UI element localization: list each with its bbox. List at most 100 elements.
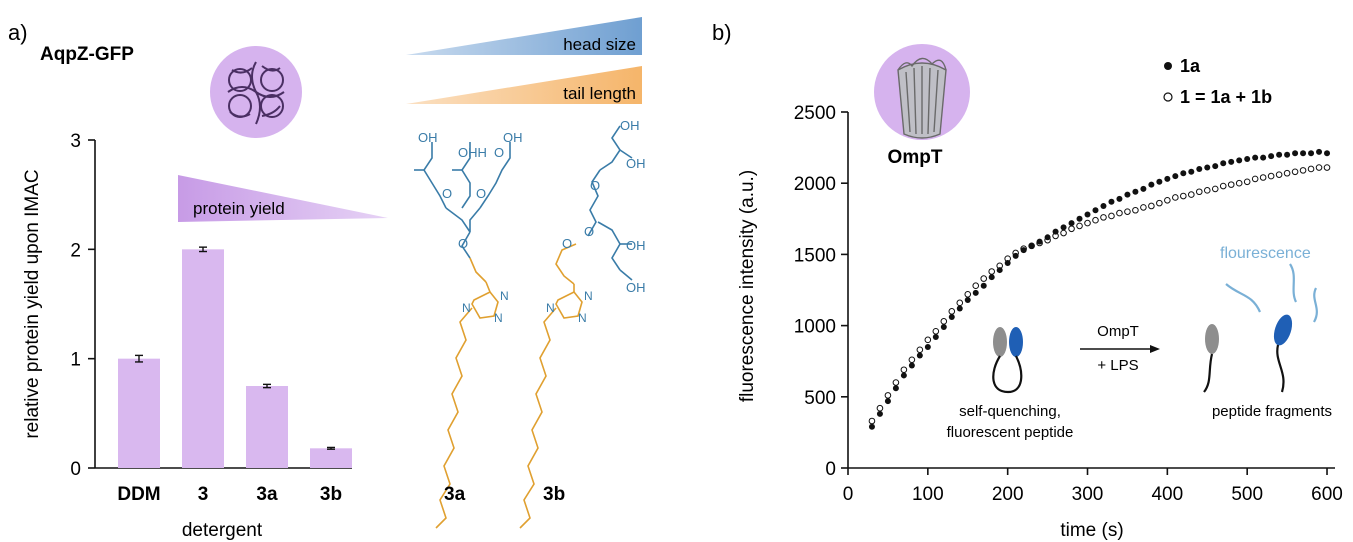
- data-point-1a: [940, 324, 947, 331]
- data-point-1: [964, 290, 972, 298]
- data-point-1: [876, 404, 884, 412]
- data-point-1a: [1308, 150, 1315, 157]
- data-point-1: [1291, 168, 1299, 176]
- legend-marker-1: [1163, 92, 1173, 102]
- scatter-y-axis-label: fluorescence intensity (a.u.): [737, 170, 758, 402]
- scatter-y-tick-label: 500: [804, 388, 836, 409]
- data-point-1: [884, 392, 892, 399]
- legend-label-1a: 1a: [1180, 56, 1201, 76]
- data-point-1: [900, 366, 908, 374]
- data-point-1: [1203, 187, 1211, 194]
- data-point-1: [1235, 179, 1243, 187]
- svg-text:OH: OH: [503, 130, 523, 145]
- svg-text:OH: OH: [626, 238, 646, 253]
- bar-category-label: 3b: [320, 484, 342, 505]
- data-point-1a: [1100, 202, 1107, 209]
- data-point-1a: [1236, 157, 1243, 164]
- data-point-1a: [1004, 259, 1011, 266]
- scatter-x-tick-label: 500: [1231, 484, 1263, 505]
- svg-text:O: O: [458, 236, 468, 251]
- bar-y-tick-label: 2: [70, 240, 81, 261]
- bar-3: [182, 249, 224, 468]
- data-point-1: [1211, 185, 1219, 193]
- data-point-1a: [876, 410, 883, 417]
- data-point-1a: [1140, 185, 1147, 192]
- data-point-1a: [972, 289, 979, 296]
- structure-3a: OH OHH O OH O O O N N N: [414, 130, 523, 529]
- data-point-1a: [1220, 160, 1227, 167]
- svg-text:OH: OH: [620, 118, 640, 133]
- svg-text:O: O: [584, 224, 594, 239]
- scatter-y-tick-label: 0: [825, 459, 836, 480]
- scatter-x-tick-label: 200: [992, 484, 1024, 505]
- scatter-chart: fluorescence intensity (a.u.) time (s) 1…: [737, 56, 1343, 541]
- data-point-1a: [1324, 150, 1331, 157]
- svg-text:OH: OH: [626, 280, 646, 295]
- data-point-1: [892, 379, 900, 386]
- structure-3b-label: 3b: [543, 484, 565, 505]
- svg-text:O: O: [562, 236, 572, 251]
- svg-text:N: N: [578, 311, 587, 325]
- scatter-y-tick-label: 2500: [794, 103, 836, 124]
- data-point-1a: [964, 296, 971, 303]
- bar-y-axis-label: relative protein yield upon IMAC: [22, 169, 43, 438]
- data-point-1: [1283, 169, 1291, 177]
- data-point-1: [1076, 222, 1083, 230]
- fluorescence-label: flourescence: [1220, 245, 1311, 262]
- data-point-1a: [1044, 234, 1051, 241]
- data-point-1a: [1180, 170, 1187, 177]
- data-point-1: [1243, 178, 1251, 186]
- svg-text:O: O: [494, 145, 504, 160]
- data-point-1: [1084, 219, 1091, 227]
- scatter-x-tick-label: 400: [1151, 484, 1183, 505]
- data-point-1: [1315, 164, 1323, 171]
- structure-3b: OH OH O O O OH OH N N N: [519, 118, 646, 529]
- data-point-1a: [1020, 247, 1027, 254]
- peptide-fragment-grey: [1203, 324, 1219, 393]
- data-point-1a: [1092, 207, 1099, 214]
- data-point-1a: [1156, 178, 1163, 185]
- data-point-1: [924, 336, 932, 344]
- data-point-1: [956, 299, 964, 307]
- data-point-1a: [1228, 158, 1235, 165]
- head-size-label: head size: [563, 35, 636, 54]
- data-point-1a: [868, 423, 875, 430]
- data-point-1a: [1028, 242, 1035, 249]
- data-point-1a: [1012, 252, 1019, 259]
- data-point-1: [980, 275, 988, 282]
- bar-y-tick-label: 0: [70, 459, 81, 480]
- svg-text:O: O: [476, 186, 486, 201]
- data-point-1a: [1052, 228, 1059, 235]
- data-point-1a: [900, 372, 907, 379]
- data-point-1: [1068, 225, 1075, 233]
- intact-caption-line1: self-quenching,: [959, 403, 1061, 420]
- scatter-x-tick-label: 300: [1072, 484, 1104, 505]
- bar-x-axis-label: detergent: [182, 520, 263, 541]
- data-point-1: [988, 268, 996, 275]
- data-point-1a: [1196, 165, 1203, 172]
- data-point-1a: [1076, 215, 1083, 222]
- data-point-1: [1132, 206, 1139, 214]
- data-point-1a: [892, 385, 899, 392]
- data-point-1: [1187, 191, 1195, 198]
- data-point-1: [948, 308, 956, 315]
- intact-peptide-icon: [992, 327, 1023, 394]
- protein-yield-gradient: [178, 175, 388, 222]
- data-point-1: [916, 346, 924, 354]
- data-point-1a: [988, 274, 995, 281]
- bar-category-label: 3a: [256, 484, 278, 505]
- svg-text:OH: OH: [626, 156, 646, 171]
- data-point-1a: [908, 362, 915, 369]
- tail-length-label: tail length: [563, 84, 636, 103]
- data-point-1: [1267, 172, 1275, 180]
- panel-a-label: a): [8, 20, 28, 45]
- svg-text:O: O: [590, 178, 600, 193]
- data-point-1a: [916, 352, 923, 359]
- data-point-1: [1323, 164, 1331, 171]
- intact-caption-line2: fluorescent peptide: [947, 424, 1074, 441]
- data-point-1: [1124, 208, 1131, 215]
- data-point-1a: [1316, 148, 1323, 155]
- data-point-1: [1060, 229, 1067, 237]
- data-point-1: [1259, 174, 1267, 181]
